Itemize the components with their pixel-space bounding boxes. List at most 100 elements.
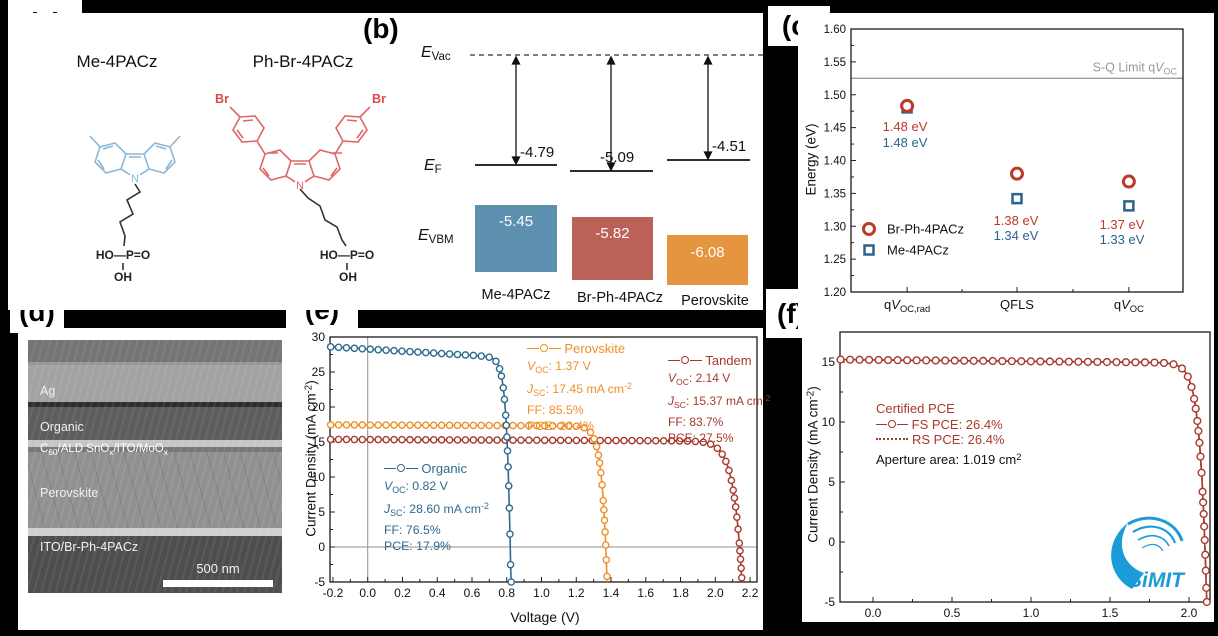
- line-marker-icon: [668, 360, 680, 361]
- simit-logo-text: SiMIT: [1128, 569, 1186, 592]
- svg-text:5: 5: [828, 475, 835, 489]
- sem-grain-texture: [28, 452, 282, 528]
- ef-value-perovskite: -4.51: [712, 138, 747, 155]
- vbm-value-me4pacz: -5.45: [498, 213, 534, 230]
- svg-text:1.4: 1.4: [603, 586, 620, 600]
- sem-layer-ag: Ag: [40, 384, 56, 398]
- sem-scale-bar: [163, 580, 273, 587]
- sem-layer-organic: Organic: [40, 420, 84, 434]
- svg-text:1.50: 1.50: [824, 90, 846, 102]
- molecule-title-me4pacz: Me-4PACz: [76, 52, 158, 71]
- svg-text:1.35: 1.35: [824, 188, 846, 200]
- n-atom-label: N: [296, 180, 304, 192]
- svg-text:S-Q Limit qVOC: S-Q Limit qVOC: [1093, 60, 1178, 76]
- svg-text:1.34 eV: 1.34 eV: [994, 228, 1039, 243]
- circle-marker-icon: [888, 419, 896, 428]
- svg-text:1.8: 1.8: [672, 586, 689, 600]
- br-atom-label: Br: [215, 92, 229, 106]
- svg-text:25: 25: [312, 365, 326, 379]
- svg-text:1.60: 1.60: [824, 24, 846, 36]
- fs-pce-label: FS PCE: 26.4%: [911, 416, 1003, 432]
- svg-text:30: 30: [312, 330, 326, 344]
- annotation-organic: Organic VOC: 0.82 V JSC: 28.60 mA cm-2 F…: [384, 461, 489, 555]
- qfls-scatter-chart: 1.20 1.25 1.30 1.35 1.40 1.45 1.50 1.55 1.60 S-Q …: [824, 24, 1184, 314]
- vbm-value-brph4pacz: -5.82: [595, 225, 630, 242]
- panel-label-b: (b): [363, 13, 399, 44]
- sem-scale-text: 500 nm: [196, 561, 240, 576]
- molecule-title-phbr4pacz: Ph-Br-4PACz: [252, 52, 354, 71]
- svg-text:2.0: 2.0: [1181, 606, 1198, 620]
- e-y-axis-label: Current Density (mA cm-2): [303, 380, 319, 537]
- svg-text:10: 10: [312, 470, 326, 484]
- svg-text:-0.2: -0.2: [323, 586, 344, 600]
- svg-text:5: 5: [318, 505, 325, 519]
- sem-texture: [28, 340, 282, 593]
- dashed-marker-icon: [876, 438, 908, 440]
- panel-c: 1.20 1.25 1.30 1.35 1.40 1.45 1.50 1.55 1.60 S-Q …: [798, 13, 1214, 332]
- svg-text:0.2: 0.2: [394, 586, 411, 600]
- phosphonic-group-label: HO—P=O: [320, 248, 374, 262]
- svg-text:1.48 eV: 1.48 eV: [883, 119, 928, 134]
- e-x-axis-label: Voltage (V): [510, 609, 580, 625]
- ff-line: FF: 83.7%: [668, 414, 724, 429]
- rs-pce-label: RS PCE: 26.4%: [912, 432, 1005, 447]
- svg-text:1.6: 1.6: [637, 586, 654, 600]
- svg-text:1.0: 1.0: [1023, 606, 1040, 620]
- panel-f: 0.0 0.5 1.0 1.5 2.0 -5 0 5 10 15 Current Density …: [802, 325, 1214, 622]
- br-atom-label: Br: [372, 92, 386, 106]
- annotation-certified: Certified PCE FS PCE: 26.4% RS PCE: 26.4…: [876, 401, 1021, 467]
- aperture-area-label: Aperture area: 1.019 cm2: [876, 451, 1022, 467]
- svg-text:0.4: 0.4: [429, 586, 446, 600]
- ef-value-brph4pacz: -5.09: [600, 149, 635, 166]
- logo-swirl: [1111, 523, 1144, 589]
- svg-text:0.5: 0.5: [944, 606, 961, 620]
- line-marker-icon: [897, 423, 908, 425]
- evac-label: EVac: [421, 44, 451, 63]
- svg-text:1.5: 1.5: [1102, 606, 1119, 620]
- line-marker-icon: [406, 468, 418, 469]
- legend-row-organic: Organic: [384, 461, 489, 478]
- sem-layer-c60-ald: C60/ALD SnOx/ITO/MoOx: [40, 443, 168, 457]
- line-marker-icon: [876, 423, 887, 425]
- svg-text:qVOC: qVOC: [1114, 297, 1144, 314]
- svg-text:1.20: 1.20: [824, 287, 846, 299]
- voc-line: VOC: 0.82 V: [384, 478, 448, 495]
- annotation-tandem: Tandem VOC: 2.14 V JSC: 15.37 mA cm-2 FF…: [668, 353, 770, 447]
- svg-text:-5: -5: [824, 595, 835, 609]
- evbm-label: EVBM: [418, 227, 454, 246]
- jsc-line: JSC: 28.60 mA cm-2: [384, 501, 489, 518]
- panel-ab: (b) Me-4PACz Ph-Br-4PACz N HO—P=O OH: [8, 13, 763, 310]
- sem-image: Ag Organic C60/ALD SnOx/ITO/MoOx Perovsk…: [28, 340, 282, 593]
- svg-text:0.0: 0.0: [359, 586, 376, 600]
- bar-name-brph4pacz: Br-Ph-4PACz: [577, 290, 663, 306]
- svg-text:Me-4PACz: Me-4PACz: [887, 243, 949, 258]
- svg-text:1.55: 1.55: [824, 57, 846, 69]
- vbm-value-perovskite: -6.08: [690, 244, 725, 261]
- pce-line: PCE: 20.4%: [527, 419, 594, 433]
- svg-text:0: 0: [828, 535, 835, 549]
- svg-text:1.37 eV: 1.37 eV: [1100, 217, 1145, 232]
- ff-line: FF: 85.5%: [527, 402, 584, 417]
- work-function-arrows: [511, 55, 713, 172]
- annotation-perovskite: Perovskite VOC: 1.37 V JSC: 17.45 mA cm-…: [527, 341, 632, 435]
- pce-line: PCE: 27.5%: [668, 431, 734, 445]
- ef-value-me4pacz: -4.79: [520, 144, 555, 161]
- svg-text:2.0: 2.0: [707, 586, 724, 600]
- svg-text:qVOC,rad: qVOC,rad: [884, 297, 930, 314]
- molecule-phbr4pacz: N Br Br HO—P=O OH: [215, 92, 386, 284]
- svg-text:1.38 eV: 1.38 eV: [994, 213, 1039, 228]
- svg-text:1.45: 1.45: [824, 123, 846, 135]
- vbm-bar-me4pacz: -5.45: [475, 205, 557, 272]
- svg-text:1.40: 1.40: [824, 156, 846, 168]
- energy-diagram-lines: [470, 54, 763, 172]
- line-marker-icon: [384, 468, 396, 469]
- c-y-axis-label: Energy (eV): [803, 123, 819, 196]
- jv-chart-e: -0.2 0.0 0.2 0.4 0.6 0.8 1.0 1.2 1.4 1.6 1.8 2.0 2.2…: [312, 330, 759, 600]
- f-y-axis-label: Current Density (mA cm-2): [805, 386, 821, 543]
- ef-label: EF: [424, 157, 442, 176]
- vbm-bar-brph4pacz: -5.82: [572, 217, 653, 280]
- circle-marker-icon: [397, 464, 405, 472]
- series-name: Perovskite: [564, 341, 626, 356]
- svg-text:0.0: 0.0: [865, 606, 882, 620]
- svg-text:1.30: 1.30: [824, 221, 846, 233]
